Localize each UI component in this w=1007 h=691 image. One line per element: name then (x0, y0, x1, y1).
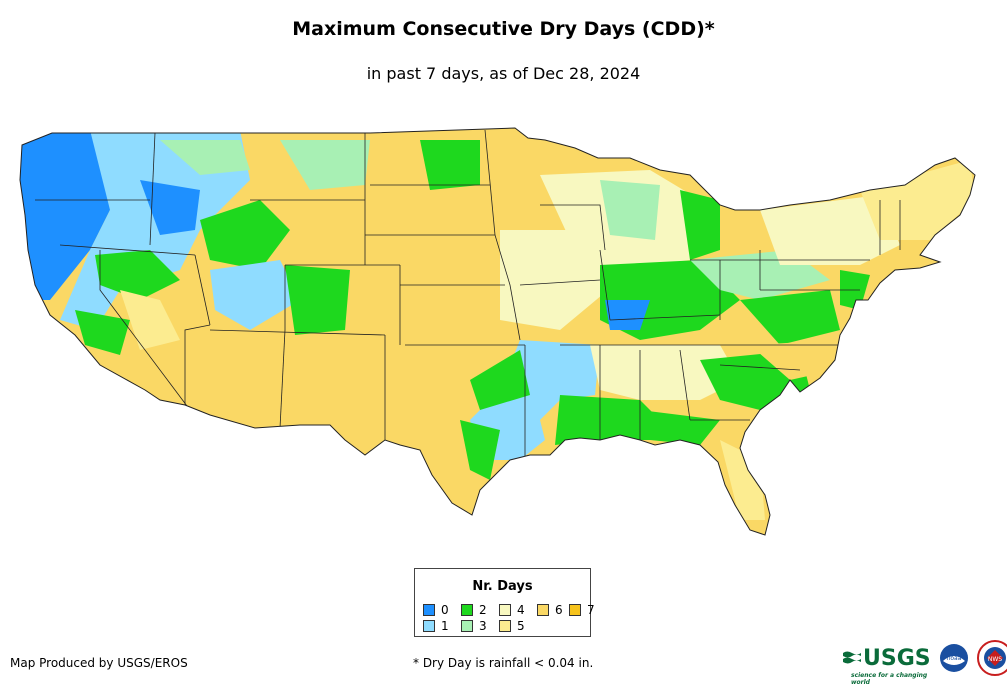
legend-swatch (537, 604, 549, 616)
legend-item: 6 (537, 603, 563, 617)
legend-item: 2 (461, 603, 487, 617)
legend-swatch (499, 620, 511, 632)
legend-label: 3 (479, 619, 487, 633)
credit-text: Map Produced by USGS/EROS (10, 656, 188, 670)
legend-label: 2 (479, 603, 487, 617)
map-title: Maximum Consecutive Dry Days (CDD)* (292, 18, 715, 40)
legend-label: 0 (441, 603, 449, 617)
legend-swatch (423, 620, 435, 632)
logos: USGS science for a changing world noaa N… (843, 640, 1007, 686)
legend-item: 5 (499, 619, 525, 633)
usgs-tagline: science for a changing world (851, 671, 928, 686)
usgs-logo-icon: USGS science for a changing world (843, 645, 931, 686)
legend-label: 7 (587, 603, 595, 617)
nws-logo-icon: NWS (976, 640, 1007, 676)
legend-label: 6 (555, 603, 563, 617)
legend-label: 1 (441, 619, 449, 633)
cdd-map (19, 127, 976, 536)
legend-item: 4 (499, 603, 525, 617)
usgs-waves-icon (843, 651, 861, 664)
map-subtitle: in past 7 days, as of Dec 28, 2024 (366, 64, 641, 83)
legend-item: 7 (569, 603, 595, 617)
legend: Nr. Days 0 2 4 6 7 1 3 5 (414, 568, 595, 637)
usgs-logo-text: USGS (863, 645, 931, 671)
legend-swatch (461, 604, 473, 616)
legend-swatch (569, 604, 581, 616)
noaa-logo-icon: noaa (939, 644, 968, 672)
legend-label: 5 (517, 619, 525, 633)
legend-title: Nr. Days (472, 579, 533, 594)
noaa-logo-text: noaa (946, 655, 961, 662)
legend-label: 4 (517, 603, 525, 617)
legend-swatch (461, 620, 473, 632)
legend-item: 0 (423, 603, 449, 617)
legend-swatch (499, 604, 511, 616)
nws-logo-text: NWS (988, 656, 1002, 663)
footnote-text: * Dry Day is rainfall < 0.04 in. (413, 656, 594, 670)
legend-item: 3 (461, 619, 487, 633)
legend-item: 1 (423, 619, 449, 633)
legend-swatch (423, 604, 435, 616)
